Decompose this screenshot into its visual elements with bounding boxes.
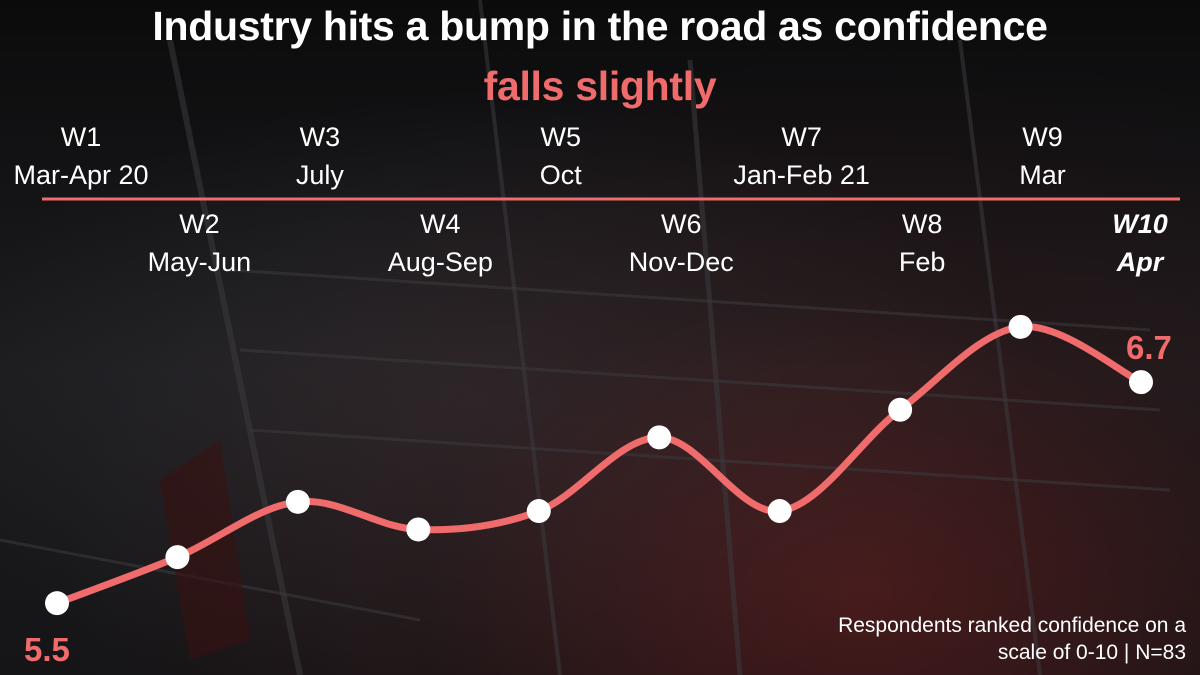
wave-code: W9 xyxy=(1022,122,1063,152)
data-point-w2 xyxy=(165,545,190,570)
data-point-w8 xyxy=(888,397,913,422)
wave-label-w6: W6 Nov-Dec xyxy=(581,205,781,281)
footnote-line-2: scale of 0-10 | N=83 xyxy=(997,641,1186,664)
data-point-w1 xyxy=(45,591,69,616)
wave-code: W6 xyxy=(660,209,702,239)
data-point-w7 xyxy=(767,499,792,524)
chart-title-line-1: Industry hits a bump in the road as conf… xyxy=(152,3,1048,49)
data-point-w3 xyxy=(285,489,310,514)
wave-period: Mar xyxy=(1019,160,1066,190)
wave-code: W4 xyxy=(420,209,461,239)
wave-label-w5: W5 Oct xyxy=(461,118,661,194)
footnote: Respondents ranked confidence on a scale… xyxy=(726,612,1186,666)
data-point-w9 xyxy=(1008,314,1033,339)
wave-period: Apr xyxy=(1116,247,1164,277)
wave-label-w7: W7 Jan-Feb 21 xyxy=(702,118,902,194)
wave-period: Nov-Dec xyxy=(628,247,734,277)
wave-period: Jan-Feb 21 xyxy=(733,160,870,190)
wave-period: Aug-Sep xyxy=(387,247,493,277)
wave-label-w10: W10 Apr xyxy=(1040,205,1200,281)
wave-code: W3 xyxy=(299,122,341,152)
series-line-confidence xyxy=(53,323,1145,607)
wave-code: W2 xyxy=(179,209,220,239)
data-point-w4 xyxy=(406,517,431,542)
data-point-w10 xyxy=(1129,370,1153,395)
wave-code: W7 xyxy=(781,122,822,152)
wave-label-w4: W4 Aug-Sep xyxy=(340,205,540,281)
wave-period: May-Jun xyxy=(147,247,252,277)
wave-label-w1: W1 Mar-Apr 20 xyxy=(0,118,181,194)
wave-period: July xyxy=(295,160,344,190)
footnote-line-1: Respondents ranked confidence on a xyxy=(838,614,1186,637)
wave-label-w8: W8 Feb xyxy=(822,205,1022,281)
data-label-last: 6.7 xyxy=(1126,329,1172,367)
wave-label-w2: W2 May-Jun xyxy=(99,205,299,281)
data-point-w5 xyxy=(526,499,551,524)
wave-period: Mar-Apr 20 xyxy=(13,160,149,190)
wave-period: Oct xyxy=(539,160,582,190)
chart-title-line-2: falls slightly xyxy=(483,63,717,109)
wave-period: Feb xyxy=(898,247,946,277)
wave-code: W8 xyxy=(901,209,943,239)
wave-label-w3: W3 July xyxy=(220,118,420,194)
data-label-first: 5.5 xyxy=(24,631,70,669)
wave-code: W5 xyxy=(540,122,582,152)
wave-label-w9: W9 Mar xyxy=(943,118,1143,194)
wave-code: W1 xyxy=(60,122,102,152)
data-point-w6 xyxy=(647,425,672,450)
wave-code: W10 xyxy=(1112,209,1168,239)
